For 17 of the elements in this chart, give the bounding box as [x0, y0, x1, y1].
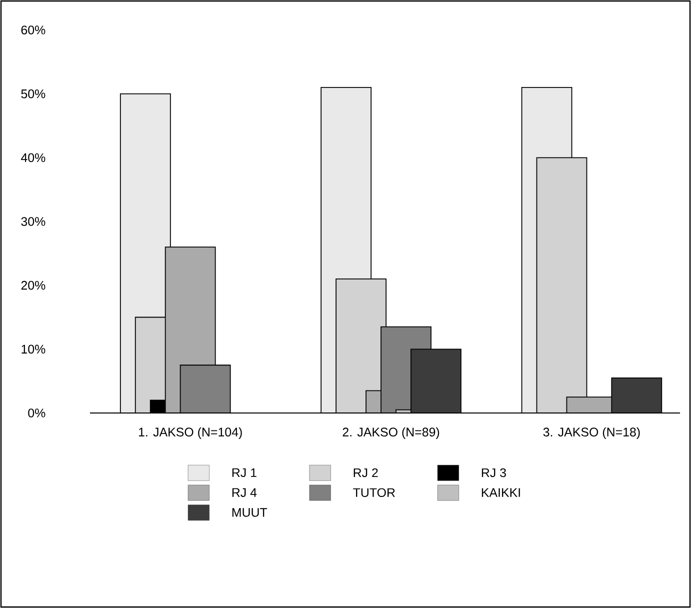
- y-tick-label: 40%: [21, 153, 46, 162]
- legend-label: RJ 3: [482, 468, 506, 478]
- y-tick-label: 10%: [22, 344, 46, 354]
- legend-label: RJ 1: [232, 468, 256, 478]
- y-tick-label: 0%: [28, 408, 46, 418]
- legend-label: RJ 2: [354, 468, 378, 478]
- x-tick-label: 1. JAKSO (N=104): [138, 427, 242, 439]
- y-tick-label: 50%: [21, 89, 46, 98]
- y-tick-label: 60%: [21, 26, 46, 34]
- y-tick-label: 20%: [21, 280, 46, 290]
- y-tick-label: 30%: [21, 217, 46, 226]
- legend-label: KAIKKI: [482, 488, 520, 497]
- x-tick-label: 3. JAKSO (N=18): [543, 427, 640, 439]
- legend-label: TUTOR: [353, 488, 395, 498]
- legend-label: RJ 4: [232, 488, 257, 497]
- legend-label: MUUT: [232, 508, 268, 517]
- x-tick-label: 2. JAKSO (N=89): [342, 427, 440, 439]
